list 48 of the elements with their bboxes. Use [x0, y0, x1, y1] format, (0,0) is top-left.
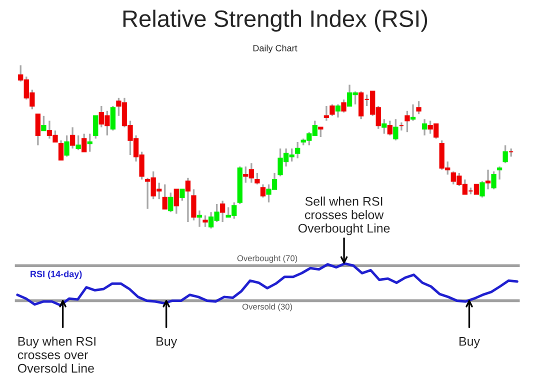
chart-title: Relative Strength Index (RSI)	[123, 10, 428, 32]
candlestick	[393, 118, 398, 142]
candlestick	[330, 104, 335, 117]
candlestick	[35, 113, 41, 146]
candlestick	[254, 172, 260, 186]
candlestick	[185, 177, 191, 223]
candlestick	[58, 139, 64, 161]
candlestick	[168, 192, 174, 214]
candlestick	[220, 200, 226, 223]
candlestick	[87, 132, 92, 153]
candlestick	[110, 105, 116, 132]
candlestick	[324, 105, 330, 122]
chart-subtitle: Daily Chart	[253, 44, 298, 54]
candlestick	[318, 126, 324, 138]
candlestick	[162, 184, 168, 210]
candlestick	[485, 168, 491, 190]
candlestick	[76, 134, 81, 151]
candlestick	[387, 120, 392, 136]
candlestick	[382, 118, 387, 135]
candlestick	[496, 166, 502, 180]
candlestick	[64, 134, 70, 158]
candlestick	[502, 144, 508, 164]
candlestick	[335, 104, 341, 118]
candlestick	[82, 132, 87, 153]
annotation: Sell when RSI crosses below Overbought Line	[298, 196, 390, 236]
candlestick	[41, 114, 46, 132]
candlestick	[174, 188, 179, 215]
text: Buy	[460, 337, 480, 348]
candlestick	[70, 126, 76, 150]
candlestick	[202, 214, 208, 228]
candlestick	[404, 110, 410, 133]
candlestick	[196, 210, 202, 228]
candlestick	[480, 180, 485, 198]
candlestick	[416, 100, 422, 116]
candlestick	[180, 188, 185, 202]
candlestick	[260, 184, 266, 198]
candlestick	[93, 114, 98, 140]
series-label: RSI (14-day)	[30, 270, 82, 279]
candlestick	[422, 118, 428, 136]
ref-line-label: Overbought (70)	[237, 255, 298, 263]
text: Buy	[156, 337, 178, 348]
candlestick	[341, 98, 346, 114]
candlestick	[410, 104, 416, 122]
candlestick	[491, 170, 496, 190]
text: Buy when RSI crosses over Oversold Line	[18, 336, 96, 373]
ref-line-label: Oversold (30)	[242, 303, 292, 312]
candlestick	[295, 141, 300, 160]
candlestick	[191, 188, 196, 222]
